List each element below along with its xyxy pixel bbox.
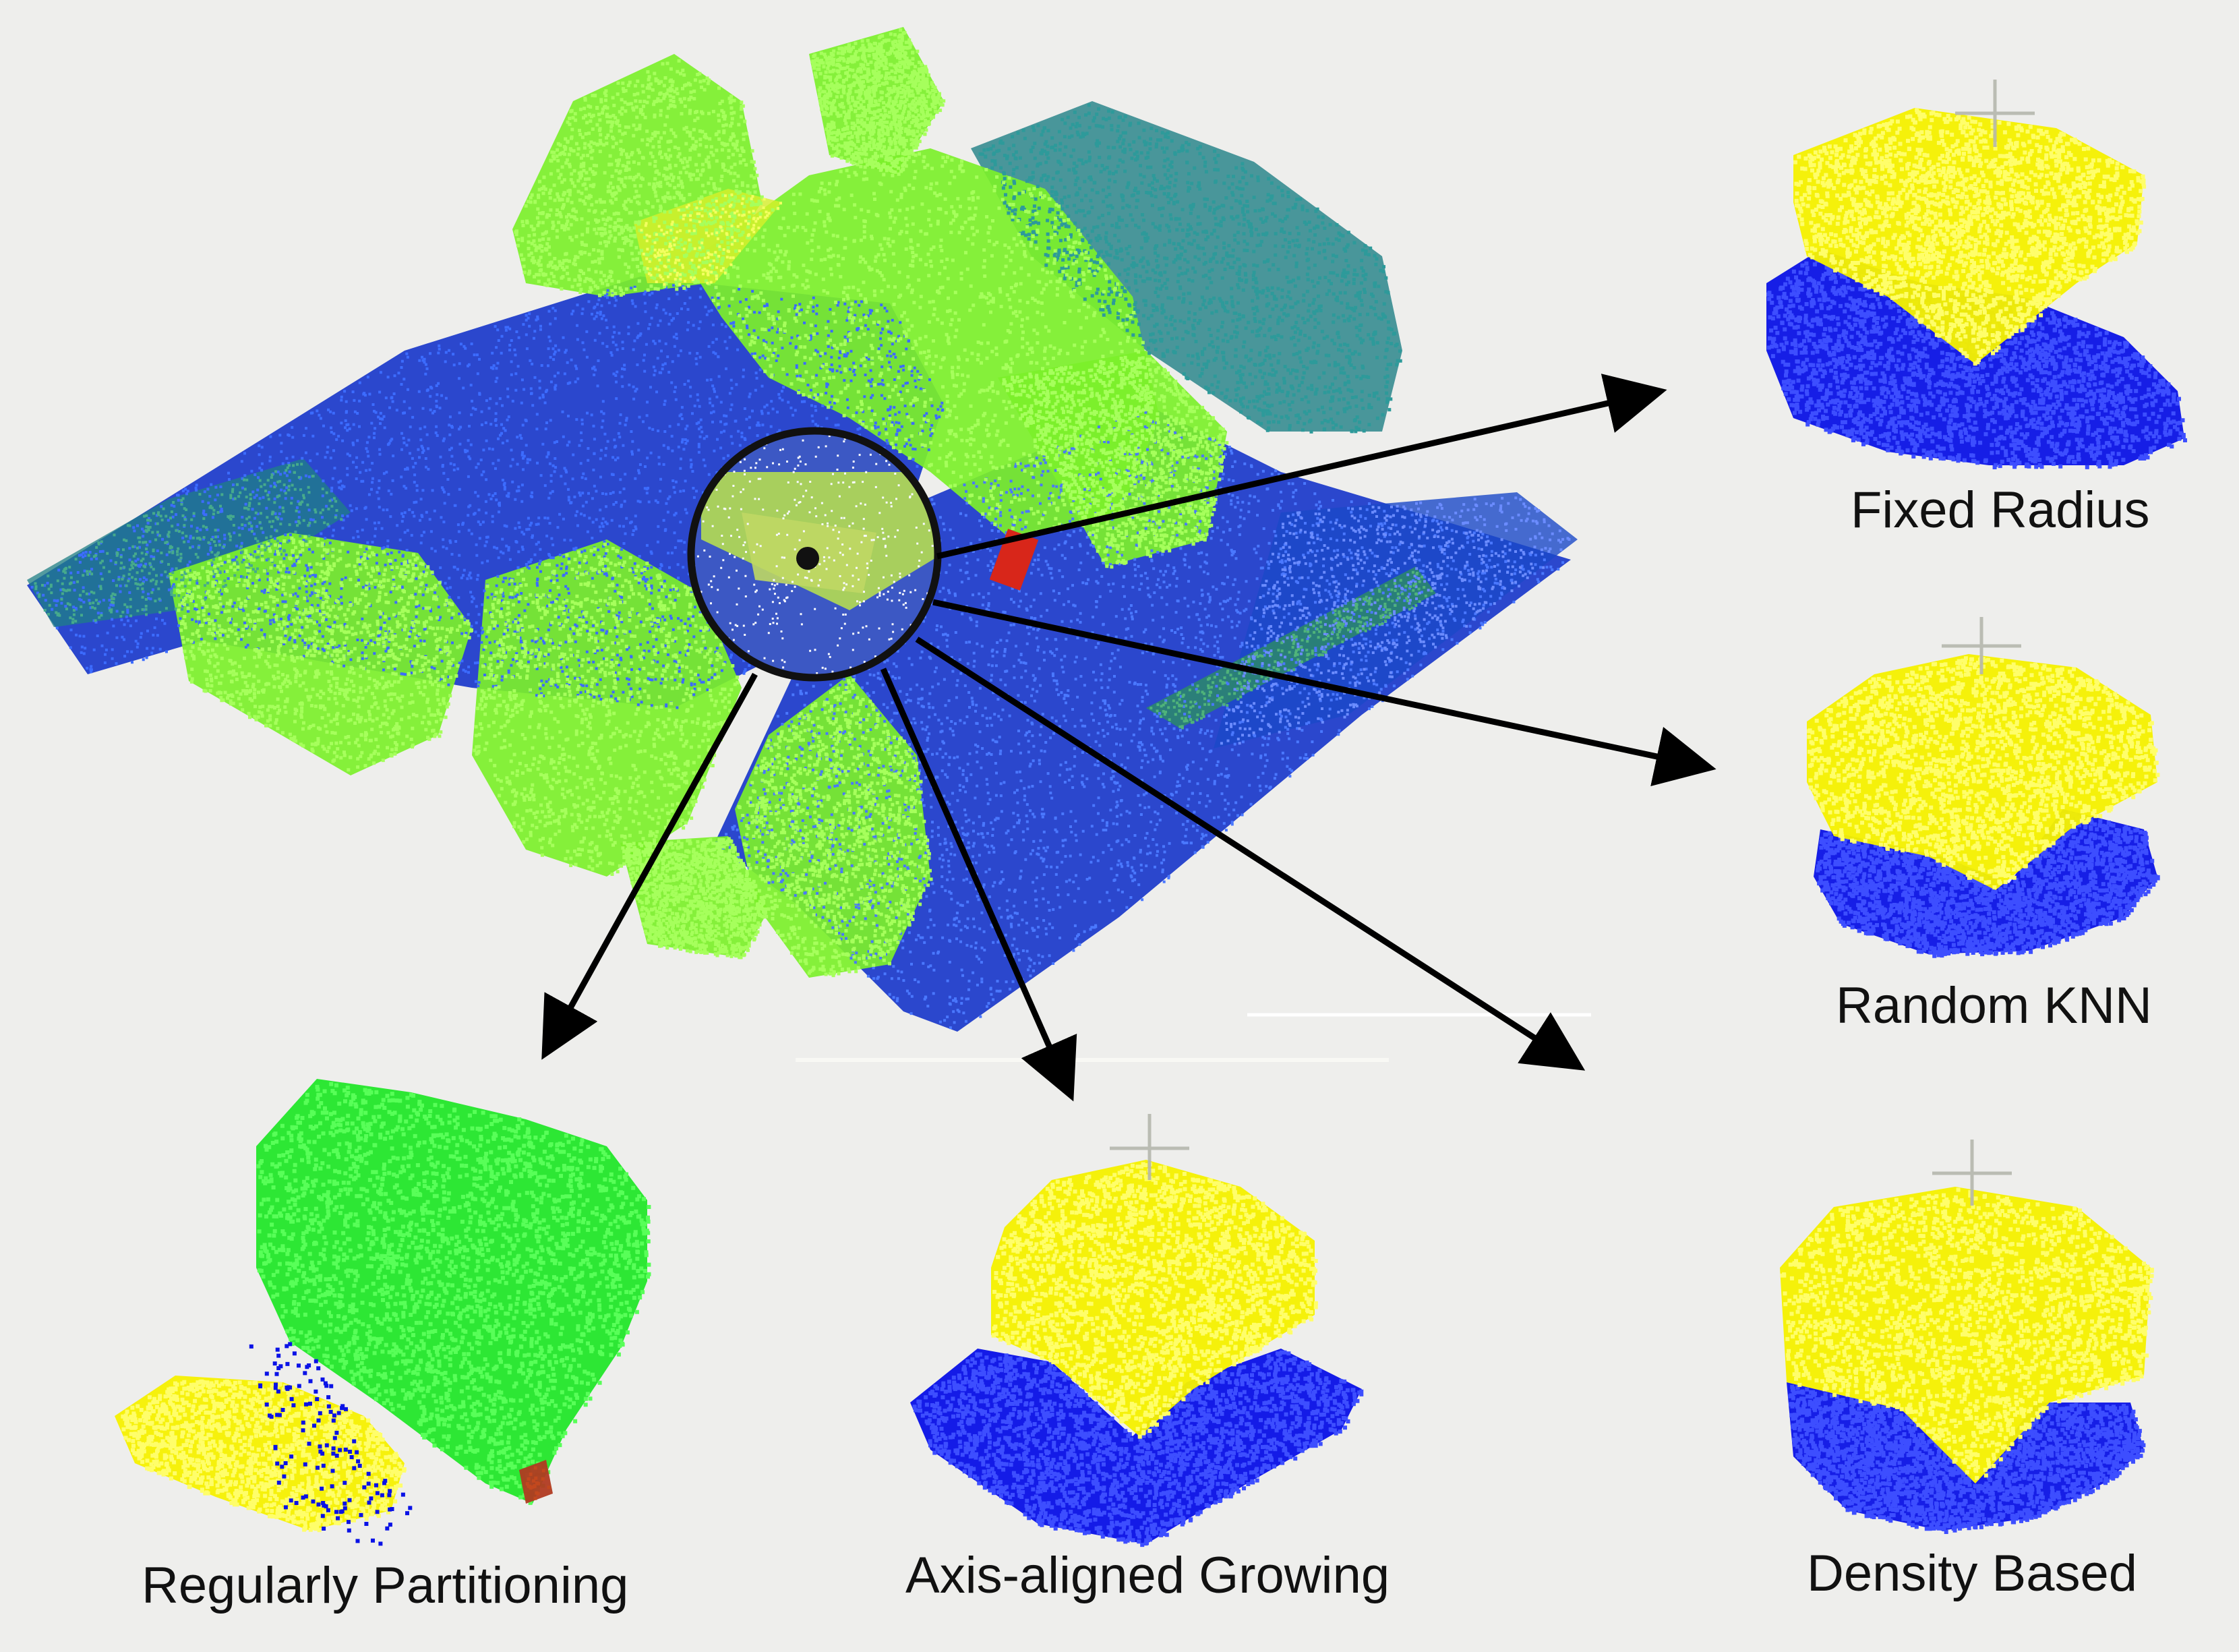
- result-clusters: [115, 108, 2187, 1547]
- label-density-based: Density Based: [1807, 1545, 2138, 1602]
- crosshair-icon: [1955, 80, 2035, 147]
- arrow-icon: [932, 599, 1716, 786]
- crosshair-icon: [1932, 1140, 2012, 1206]
- label-fixed-radius: Fixed Radius: [1851, 481, 2150, 539]
- label-regularly-partitioning: Regularly Partitioning: [142, 1557, 629, 1614]
- crosshair-icon: [1110, 1114, 1189, 1180]
- arrow-icon: [915, 637, 1586, 1071]
- arrow-icon: [541, 672, 758, 1060]
- label-random-knn: Random KNN: [1836, 977, 2152, 1034]
- red-object: [989, 529, 1039, 591]
- center-point: [796, 547, 819, 570]
- label-axis-aligned-growing: Axis-aligned Growing: [905, 1547, 1390, 1604]
- arrow-icon: [936, 374, 1667, 560]
- crosshairs: [1110, 80, 2035, 1206]
- arrows: [541, 374, 1716, 1102]
- magnifier-circle-icon: [687, 427, 942, 682]
- crosshair-icon: [1942, 617, 2021, 674]
- scene-points: [30, 28, 1571, 1030]
- arrow-icon: [880, 668, 1077, 1102]
